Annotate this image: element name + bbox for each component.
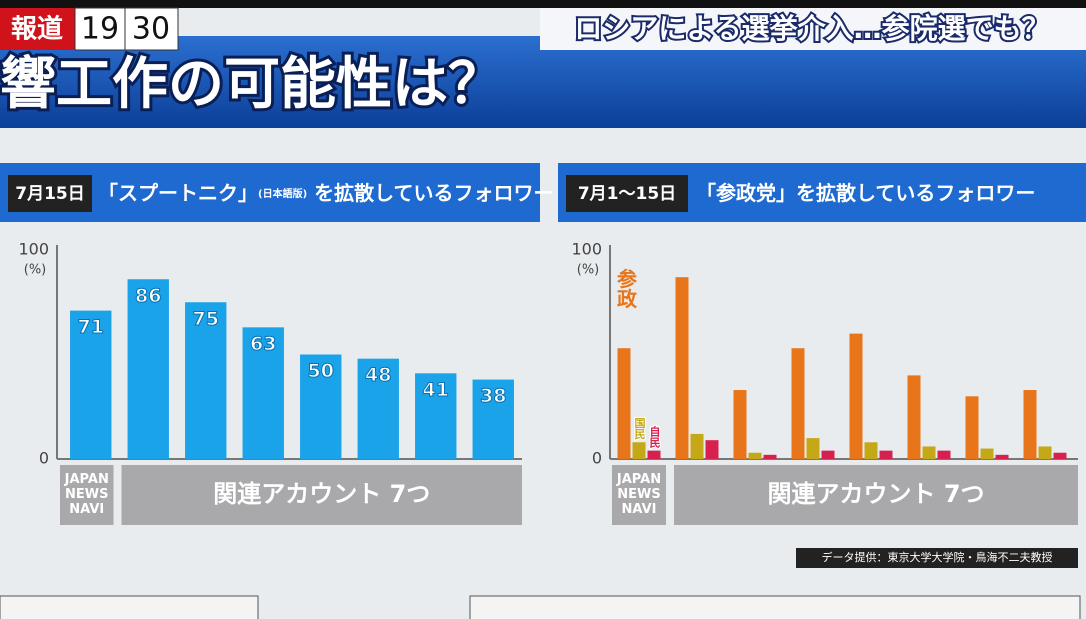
bar (472, 379, 514, 459)
panel-title: 「参政党」を拡散しているフォロワー (696, 181, 1035, 205)
bar (849, 333, 863, 459)
title-band (0, 36, 1086, 128)
top-strip (0, 0, 1086, 8)
bar (1053, 452, 1067, 459)
data-label: 63 (250, 333, 276, 355)
x-tick-label: JAPAN NEWS NAVI (616, 472, 662, 517)
bar (922, 446, 936, 459)
group-box (674, 465, 1078, 525)
main-title: 響工作の可能性は？ (0, 52, 504, 117)
bar (907, 375, 921, 459)
bar (806, 438, 820, 459)
data-label: 75 (193, 308, 219, 330)
panel-title: 「スプートニク」(日本語版) を拡散しているフォロワー (98, 181, 554, 205)
date-box (566, 175, 688, 212)
bar (617, 348, 631, 459)
series-label: 参政 (614, 267, 638, 309)
bar (879, 450, 893, 459)
credit-box (796, 548, 1078, 568)
bar (1038, 446, 1052, 459)
panel-date: 7月15日 (15, 184, 85, 204)
date-box (8, 175, 92, 212)
category-box (612, 465, 666, 525)
data-label: 38 (480, 385, 506, 407)
bar (127, 279, 169, 459)
lower-box (469, 595, 1081, 619)
bar (675, 277, 689, 459)
logo-box (0, 8, 75, 50)
data-label: 48 (365, 364, 391, 386)
y-axis-label: (%) (577, 263, 600, 278)
bar (647, 450, 661, 459)
lower-box (0, 595, 259, 619)
bar (733, 390, 747, 459)
category-holder: JAPAN NEWS NAVI (616, 472, 662, 517)
panel-title-part: 「参政党」を拡散しているフォロワー (696, 181, 1035, 205)
bar (864, 442, 878, 459)
bar (185, 302, 227, 459)
caption: ロシアによる選挙介入…参院選でも？ (574, 12, 1049, 45)
credit: データ提供：東京大学大学院・鳥海不二夫教授 (822, 550, 1053, 564)
bar (1023, 390, 1037, 459)
panel-date: 7月1～15日 (578, 184, 676, 204)
bar (937, 450, 951, 459)
bar (300, 354, 342, 459)
y-axis-label: (%) (24, 263, 47, 278)
x-tick-label: JAPAN NEWS NAVI (64, 472, 109, 517)
bar (357, 358, 399, 459)
bar (242, 327, 284, 459)
data-label: 71 (78, 316, 104, 338)
data-label: 41 (423, 379, 449, 401)
bar (763, 454, 777, 459)
bar (965, 396, 979, 459)
panel-title-part: を拡散しているフォロワー (307, 181, 553, 205)
y-tick-label: 0 (39, 449, 49, 468)
bar (995, 454, 1009, 459)
data-label: 86 (135, 285, 161, 307)
category-holder: JAPAN NEWS NAVI (64, 472, 109, 517)
hour: 19 (81, 12, 119, 47)
panel-title-part: 「スプートニク」 (98, 181, 258, 205)
bar (690, 433, 704, 459)
bar (821, 450, 835, 459)
group-box (121, 465, 522, 525)
bar (980, 448, 994, 459)
bar (791, 348, 805, 459)
y-tick-label: 100 (18, 240, 49, 259)
bar (70, 310, 112, 459)
panel-title-part: (日本語版) (258, 187, 307, 200)
bar (632, 442, 646, 459)
series-label: 自民 (648, 424, 661, 448)
group-label: 関連アカウント 7つ (767, 480, 984, 508)
data-label: 50 (308, 360, 334, 382)
logo: 報道 (11, 14, 63, 45)
y-tick-label: 0 (592, 449, 602, 468)
series-label: 国民 (633, 417, 646, 440)
group-label: 関連アカウント 7つ (213, 480, 430, 508)
bar (415, 373, 457, 459)
minute: 30 (132, 12, 170, 47)
minute-box (124, 7, 179, 51)
bar (748, 452, 762, 459)
y-tick-label: 100 (571, 240, 602, 259)
category-box (60, 465, 114, 525)
bar (705, 440, 719, 459)
caption-box (540, 8, 1086, 50)
